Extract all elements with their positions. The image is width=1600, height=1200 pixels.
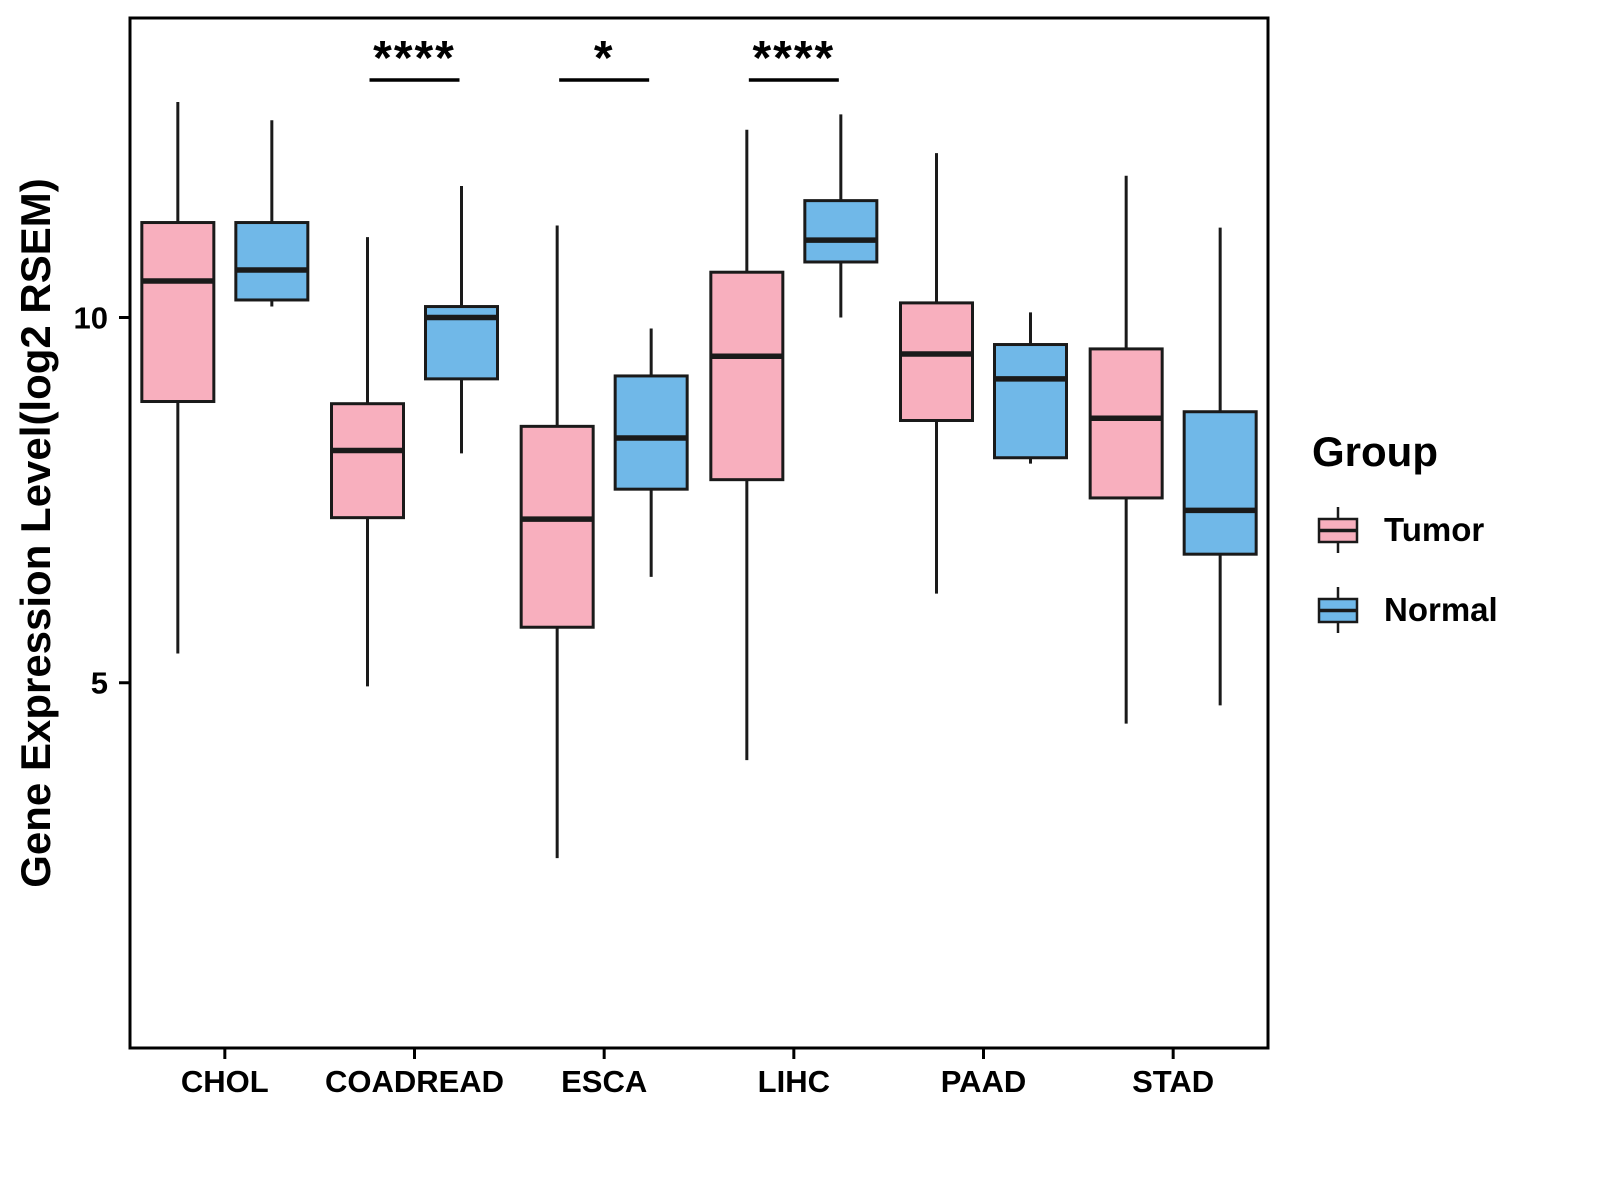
box-tumor-CHOL: [140, 102, 216, 654]
x-tick-label: LIHC: [758, 1064, 830, 1099]
x-tick-label: COADREAD: [325, 1064, 504, 1099]
box-normal-LIHC: [803, 114, 879, 318]
y-tick-label: 5: [91, 666, 108, 701]
box-tumor-STAD: [1088, 175, 1164, 724]
normal-boxplot-key-icon: [1317, 587, 1359, 633]
x-tick-label: ESCA: [561, 1064, 647, 1099]
box-normal-COADREAD: [424, 186, 499, 454]
legend-item-normal: Normal: [1312, 584, 1498, 636]
box-normal-CHOL: [234, 120, 310, 307]
box-normal-ESCA: [613, 328, 689, 577]
x-tick-label: PAAD: [941, 1064, 1027, 1099]
significance-label: *: [594, 32, 615, 85]
tumor-boxplot-key-icon: [1317, 507, 1359, 553]
legend-title: Group: [1312, 428, 1438, 475]
box-tumor-LIHC: [709, 129, 785, 761]
y-axis-title: Gene Expression Level(log2 RSEM): [12, 178, 59, 888]
box-tumor-ESCA: [519, 225, 595, 859]
box-tumor-COADREAD: [330, 237, 405, 687]
y-tick-label: 10: [74, 300, 108, 335]
x-tick-label: CHOL: [181, 1064, 269, 1099]
plot-border: [128, 16, 1270, 1050]
legend-item-tumor: Tumor: [1312, 504, 1498, 556]
legend-label-normal: Normal: [1384, 591, 1498, 628]
x-tick-label: STAD: [1132, 1064, 1214, 1099]
legend-label-tumor: Tumor: [1384, 511, 1485, 548]
significance-label: ****: [752, 32, 835, 85]
box-normal-PAAD: [993, 312, 1068, 464]
box-normal-STAD: [1182, 227, 1258, 706]
significance-label: ****: [373, 32, 456, 85]
box-tumor-PAAD: [899, 153, 974, 594]
legend: Group Tumor Normal: [1312, 428, 1498, 636]
